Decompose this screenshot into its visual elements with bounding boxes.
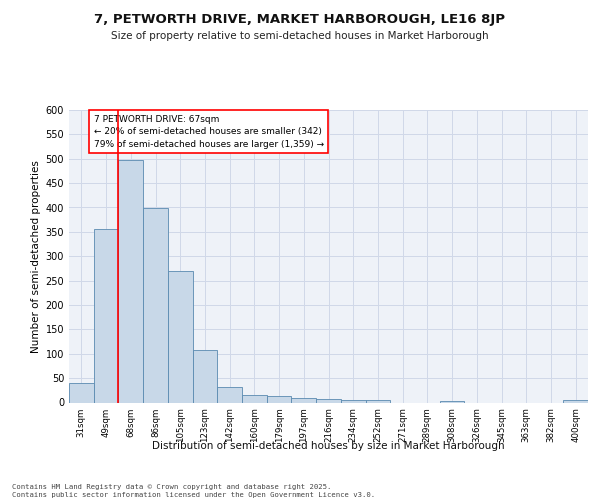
Bar <box>440 400 464 402</box>
Bar <box>118 160 143 402</box>
Bar <box>69 382 94 402</box>
Bar <box>365 400 390 402</box>
Text: Size of property relative to semi-detached houses in Market Harborough: Size of property relative to semi-detach… <box>111 31 489 41</box>
Bar <box>143 208 168 402</box>
Text: Contains HM Land Registry data © Crown copyright and database right 2025.
Contai: Contains HM Land Registry data © Crown c… <box>12 484 375 498</box>
Bar <box>563 400 588 402</box>
Bar <box>217 388 242 402</box>
Bar <box>316 398 341 402</box>
Bar <box>267 396 292 402</box>
Y-axis label: Number of semi-detached properties: Number of semi-detached properties <box>31 160 41 352</box>
Bar <box>341 400 365 402</box>
Bar <box>94 230 118 402</box>
Bar <box>242 394 267 402</box>
Text: Distribution of semi-detached houses by size in Market Harborough: Distribution of semi-detached houses by … <box>152 441 505 451</box>
Bar <box>292 398 316 402</box>
Bar <box>168 271 193 402</box>
Bar <box>193 350 217 403</box>
Text: 7 PETWORTH DRIVE: 67sqm
← 20% of semi-detached houses are smaller (342)
79% of s: 7 PETWORTH DRIVE: 67sqm ← 20% of semi-de… <box>94 115 324 149</box>
Text: 7, PETWORTH DRIVE, MARKET HARBOROUGH, LE16 8JP: 7, PETWORTH DRIVE, MARKET HARBOROUGH, LE… <box>95 12 505 26</box>
